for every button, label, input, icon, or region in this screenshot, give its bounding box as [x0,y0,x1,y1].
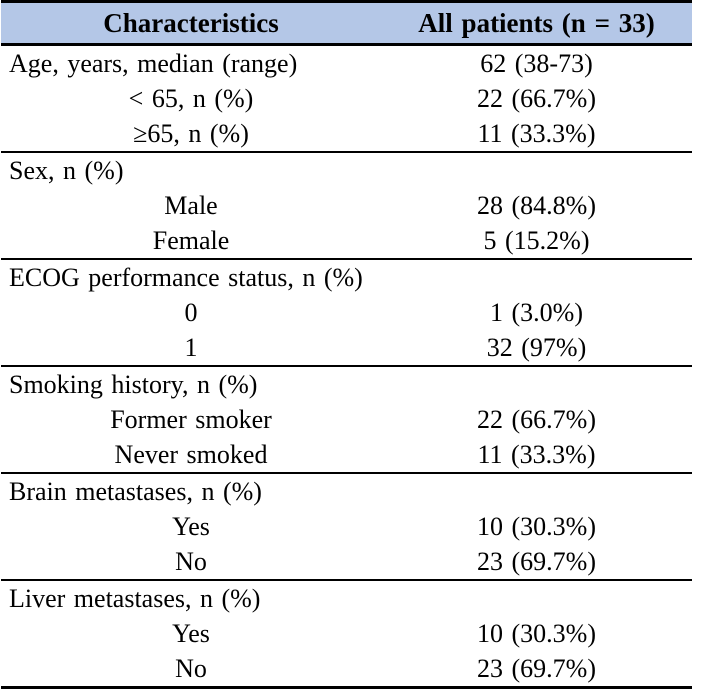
header-row: Characteristics All patients (n = 33) [1,0,692,46]
header-characteristics: Characteristics [1,0,381,46]
row-value [381,472,692,509]
row-label: Never smoked [114,440,268,469]
table-row: Yes 10 (30.3%) [1,509,692,544]
row-value: 23 (69.7%) [477,547,596,576]
table-body: Age, years, median (range) 62 (38-73) < 65… [1,43,692,689]
row-value [381,365,692,402]
table-row: 0 1 (3.0%) [1,295,692,330]
table-row: No 23 (69.7%) [1,544,692,580]
row-value: 11 (33.3%) [477,440,596,469]
table-row: Male 28 (84.8%) [1,188,692,223]
table-row: No 23 (69.7%) [1,651,692,689]
row-label: Female [152,226,230,255]
row-value: 10 (30.3%) [477,619,596,648]
row-label: Smoking history, n (%) [1,365,381,402]
row-value [381,151,692,188]
table-row: Sex, n (%) [1,151,692,188]
table-row: Female 5 (15.2%) [1,223,692,259]
row-value: 23 (69.7%) [381,651,692,689]
row-value [381,258,692,295]
row-label: Brain metastases, n (%) [1,472,381,509]
header-all-patients: All patients (n = 33) [381,0,692,46]
row-value: 11 (33.3%) [477,119,596,148]
table-row: ≥65, n (%) 11 (33.3%) [1,116,692,152]
table-row: Liver metastases, n (%) [1,579,692,616]
row-value: 1 (3.0%) [490,298,583,327]
row-value: 22 (66.7%) [477,405,596,434]
table-row: ECOG performance status, n (%) [1,258,692,295]
row-value: 62 (38-73) [381,43,692,81]
row-label: ECOG performance status, n (%) [1,258,381,295]
row-label: < 65, n (%) [128,84,254,113]
table-row: Smoking history, n (%) [1,365,692,402]
row-value: 10 (30.3%) [477,512,596,541]
row-label: Liver metastases, n (%) [1,579,381,616]
row-label: 0 [184,298,198,327]
row-value: 22 (66.7%) [477,84,596,113]
row-label: Former smoker [110,405,272,434]
table-header: Characteristics All patients (n = 33) [1,0,692,46]
patient-characteristics-table: Characteristics All patients (n = 33) Ag… [1,0,692,689]
row-value: 28 (84.8%) [477,191,596,220]
table-row: Yes 10 (30.3%) [1,616,692,651]
row-label: No [175,547,207,576]
table-row: Age, years, median (range) 62 (38-73) [1,43,692,81]
row-label: ≥65, n (%) [133,119,249,148]
row-label: No [1,651,381,689]
table-row: Former smoker 22 (66.7%) [1,402,692,437]
table-row: < 65, n (%) 22 (66.7%) [1,81,692,116]
table-row: Never smoked 11 (33.3%) [1,437,692,473]
row-value: 32 (97%) [486,333,587,362]
row-label: Yes [172,619,210,648]
row-label: Male [164,191,218,220]
row-label: Sex, n (%) [1,151,381,188]
row-value [381,579,692,616]
row-label: 1 [184,333,198,362]
row-label: Yes [172,512,210,541]
table-row: 1 32 (97%) [1,330,692,366]
row-label: Age, years, median (range) [1,43,381,81]
table-row: Brain metastases, n (%) [1,472,692,509]
row-value: 5 (15.2%) [483,226,590,255]
